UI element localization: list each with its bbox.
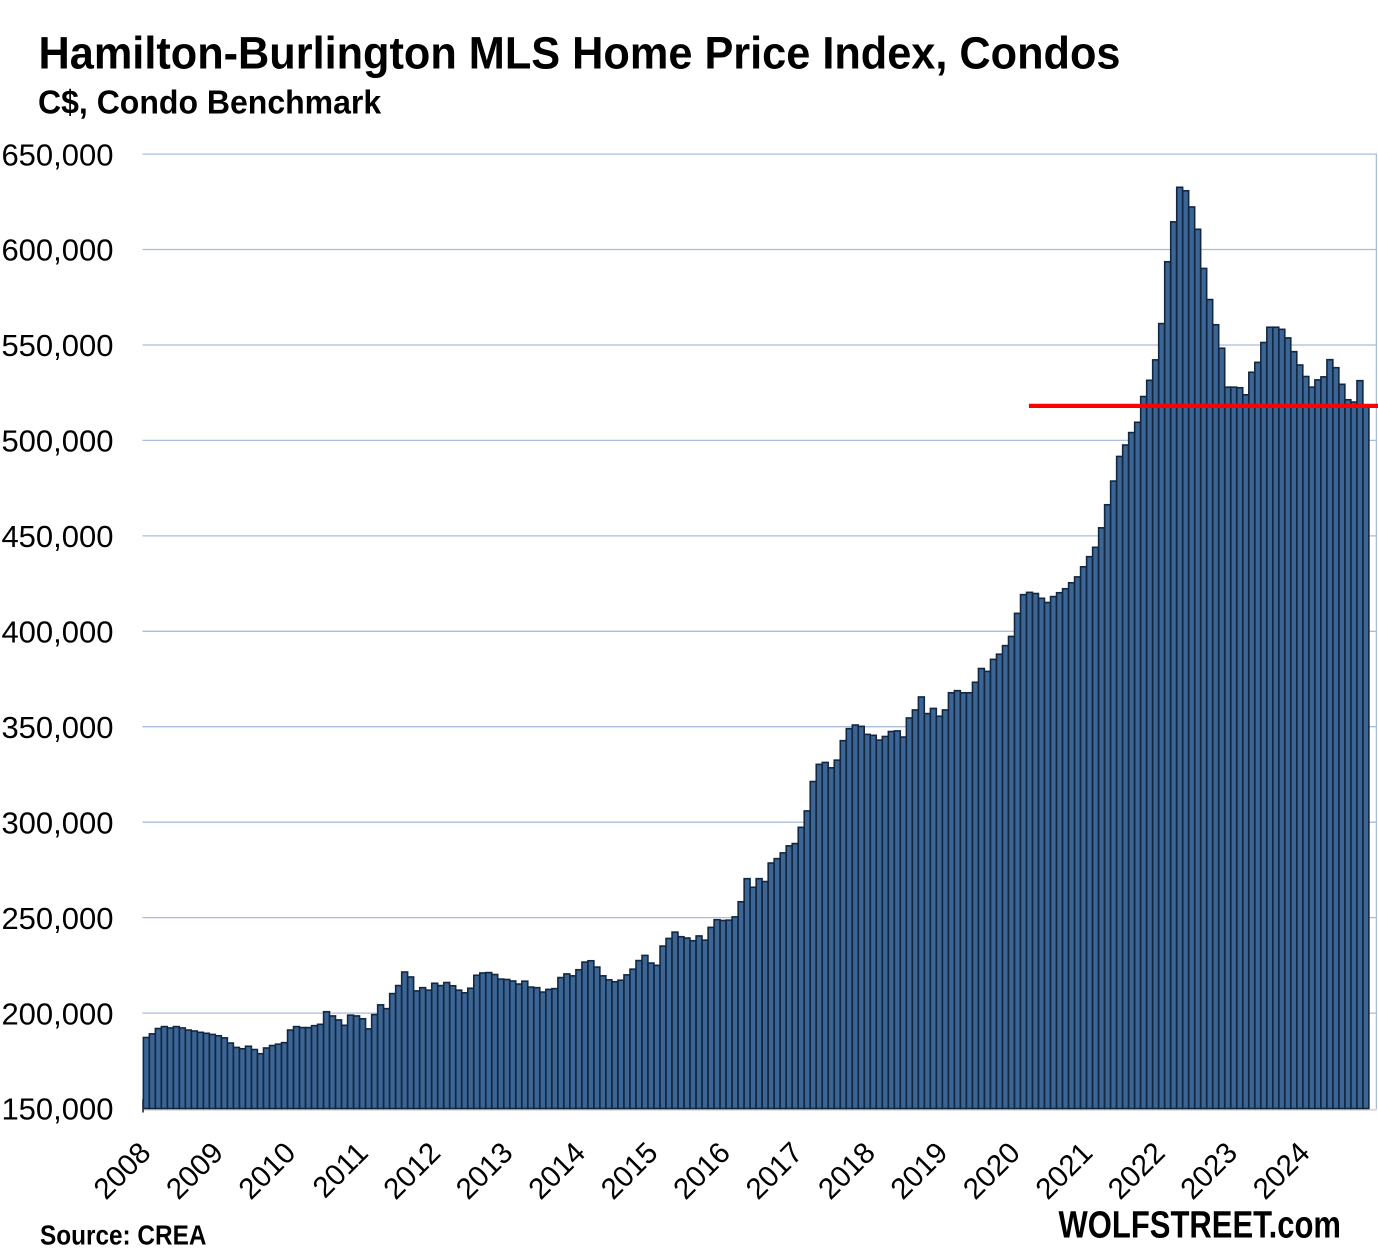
svg-text:400,000: 400,000 — [1, 615, 113, 650]
svg-text:Hamilton-Burlington MLS Home P: Hamilton-Burlington MLS Home Price Index… — [39, 29, 1121, 79]
svg-text:650,000: 650,000 — [1, 137, 113, 172]
svg-text:C$, Condo Benchmark: C$, Condo Benchmark — [38, 84, 382, 121]
svg-text:600,000: 600,000 — [1, 233, 113, 268]
svg-text:500,000: 500,000 — [1, 424, 113, 459]
svg-text:350,000: 350,000 — [1, 710, 113, 745]
svg-text:150,000: 150,000 — [1, 1092, 113, 1127]
svg-text:WOLFSTREET.com: WOLFSTREET.com — [1059, 1205, 1341, 1247]
svg-text:300,000: 300,000 — [1, 805, 113, 840]
svg-text:250,000: 250,000 — [1, 901, 113, 936]
svg-text:550,000: 550,000 — [1, 328, 113, 363]
svg-text:450,000: 450,000 — [1, 519, 113, 554]
svg-text:200,000: 200,000 — [1, 996, 113, 1031]
svg-text:Source: CREA: Source: CREA — [40, 1219, 206, 1251]
